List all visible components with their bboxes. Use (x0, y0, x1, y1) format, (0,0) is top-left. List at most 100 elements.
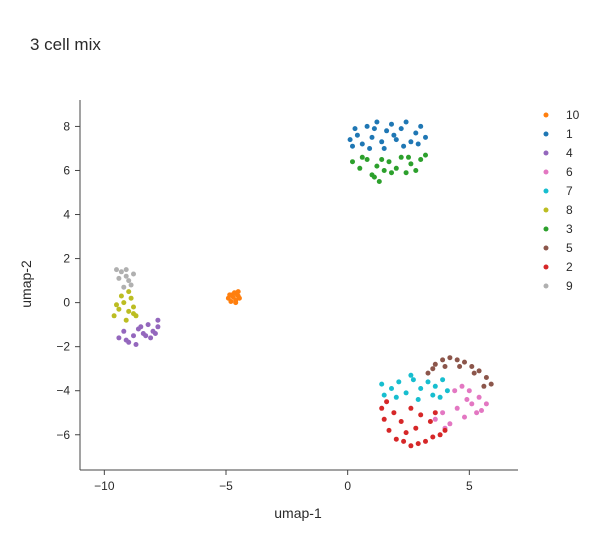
data-point (230, 294, 236, 300)
data-point (393, 436, 399, 442)
data-point (403, 170, 409, 176)
data-point (123, 273, 129, 279)
legend-label: 3 (566, 222, 573, 236)
data-point (126, 289, 132, 295)
data-point (364, 157, 370, 162)
data-point (384, 399, 390, 405)
data-point (384, 128, 390, 134)
data-point (352, 126, 358, 132)
data-point (447, 355, 453, 361)
data-point (126, 308, 132, 314)
chart-title: 3 cell mix (30, 35, 101, 54)
data-point (123, 267, 129, 273)
data-point (379, 405, 385, 411)
data-point (152, 331, 158, 336)
legend-marker (543, 283, 549, 289)
data-point (454, 405, 460, 411)
legend-marker (543, 188, 549, 194)
data-point (418, 386, 424, 391)
data-point (430, 366, 436, 372)
series-5 (425, 355, 494, 389)
legend-item-5[interactable]: 5 (543, 241, 574, 255)
data-point (442, 427, 448, 433)
legend-label: 1 (566, 127, 573, 141)
legend-item-3[interactable]: 3 (543, 222, 574, 236)
data-point (389, 170, 394, 176)
data-point (488, 381, 494, 387)
data-point (474, 410, 480, 416)
legend-label: 10 (566, 108, 580, 122)
data-point (462, 414, 467, 420)
plot-area: −10 −5 0 5 −6 −4 −2 0 2 4 6 8 (56, 100, 518, 493)
data-point (447, 421, 453, 427)
data-point (408, 443, 414, 449)
data-point (359, 154, 365, 160)
data-point (459, 383, 465, 389)
data-point (398, 419, 404, 424)
legend-marker (543, 245, 549, 251)
series-1 (347, 119, 428, 151)
data-point (145, 322, 151, 328)
data-point (437, 394, 443, 400)
data-point (116, 335, 122, 341)
data-point (228, 299, 234, 304)
data-point (123, 317, 129, 323)
data-point (118, 293, 124, 299)
data-point (464, 397, 470, 402)
data-point (379, 157, 385, 162)
data-point (408, 405, 414, 411)
data-point (381, 392, 387, 398)
data-point (347, 137, 353, 143)
legend[interactable]: 10 1 4 6 7 8 3 5 2 9 (543, 108, 580, 293)
data-point (354, 132, 360, 138)
legend-item-1[interactable]: 1 (543, 127, 574, 141)
data-point (389, 121, 394, 127)
x-axis-ticks: −10 −5 0 5 (94, 470, 473, 493)
legend-item-8[interactable]: 8 (543, 203, 574, 217)
data-point (233, 300, 239, 306)
data-point (369, 134, 375, 140)
data-point (350, 143, 355, 149)
data-point (116, 275, 122, 281)
data-point (413, 168, 419, 173)
y-tick-label: 4 (63, 208, 70, 222)
data-point (442, 364, 448, 369)
legend-item-7[interactable]: 7 (543, 184, 574, 198)
data-point (423, 152, 428, 158)
data-point (391, 410, 397, 416)
data-point (469, 364, 475, 369)
data-point (118, 269, 124, 275)
data-point (418, 123, 424, 129)
legend-item-9[interactable]: 9 (543, 279, 574, 293)
data-point (483, 401, 489, 407)
data-point (121, 284, 127, 290)
data-point (437, 432, 443, 438)
data-point (430, 434, 436, 440)
series-8 (111, 289, 139, 323)
legend-item-10[interactable]: 10 (543, 108, 580, 122)
legend-label: 8 (566, 203, 573, 217)
data-point (350, 159, 355, 165)
data-point (123, 337, 129, 343)
data-point (483, 375, 489, 380)
legend-marker (543, 131, 549, 137)
data-point (374, 163, 380, 169)
legend-item-4[interactable]: 4 (543, 146, 574, 160)
data-point (398, 154, 404, 160)
data-point (227, 292, 233, 298)
legend-item-2[interactable]: 2 (543, 260, 574, 274)
data-point (471, 370, 477, 376)
legend-item-6[interactable]: 6 (543, 165, 574, 179)
legend-label: 5 (566, 241, 573, 255)
data-point (462, 359, 467, 365)
data-point (381, 416, 387, 422)
data-point (427, 419, 433, 424)
data-point (410, 377, 416, 383)
data-point (418, 157, 424, 162)
series-7 (379, 372, 450, 402)
data-point (415, 397, 421, 402)
y-tick-label: 8 (63, 119, 70, 133)
series-10 (225, 289, 242, 306)
data-point (364, 123, 370, 129)
